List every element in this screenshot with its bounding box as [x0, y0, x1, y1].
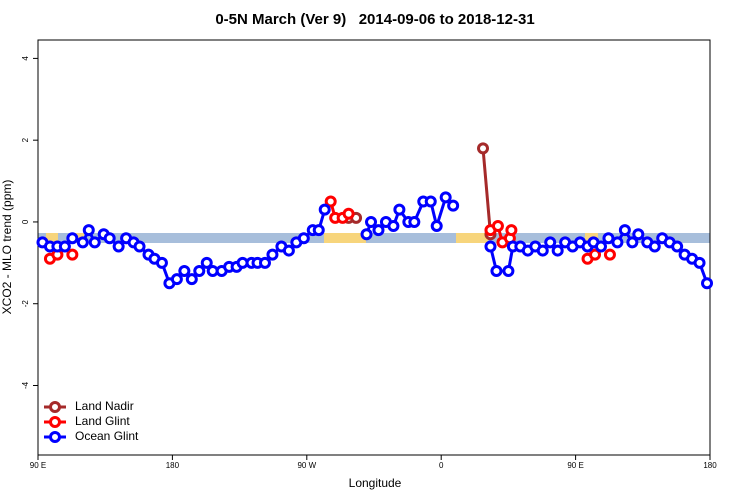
- legend-label: Land Nadir: [75, 399, 134, 413]
- data-point: [589, 248, 602, 261]
- x-tick-label: 180: [703, 461, 717, 470]
- data-point: [408, 215, 421, 228]
- data-point: [424, 195, 437, 208]
- data-point: [618, 224, 631, 237]
- data-point: [603, 248, 616, 261]
- data-point: [632, 228, 645, 241]
- legend-label: Land Glint: [75, 414, 130, 428]
- data-point: [365, 215, 378, 228]
- legend-marker: [49, 416, 61, 428]
- x-tick-label: 90 W: [297, 461, 316, 470]
- legend-label: Ocean Glint: [75, 429, 139, 443]
- land-band: [46, 233, 58, 243]
- data-point: [170, 273, 183, 286]
- data-point: [387, 220, 400, 233]
- land-band: [324, 233, 366, 243]
- data-point: [648, 240, 661, 253]
- data-point: [193, 265, 206, 278]
- data-point: [185, 273, 198, 286]
- data-point: [133, 240, 146, 253]
- data-point: [360, 228, 373, 241]
- y-tick-label: 0: [21, 219, 30, 224]
- x-tick-label: 90 E: [30, 461, 46, 470]
- legend-marker: [49, 401, 61, 413]
- legend-marker: [49, 431, 61, 443]
- x-tick-label: 180: [166, 461, 180, 470]
- data-point: [155, 256, 168, 269]
- data-point: [88, 236, 101, 249]
- data-point: [66, 232, 79, 245]
- data-point: [58, 240, 71, 253]
- x-axis-label: Longitude: [349, 476, 402, 490]
- data-point: [103, 232, 116, 245]
- y-tick-label: 4: [21, 56, 30, 61]
- data-point: [490, 265, 503, 278]
- data-point: [178, 265, 191, 278]
- data-point: [342, 207, 355, 220]
- data-point: [536, 244, 549, 257]
- data-point: [393, 203, 406, 216]
- data-point: [693, 256, 706, 269]
- data-point: [491, 220, 504, 233]
- data-point: [502, 265, 515, 278]
- data-point: [76, 236, 89, 249]
- data-point: [439, 191, 452, 204]
- data-point: [477, 142, 490, 155]
- x-tick-label: 90 E: [567, 461, 583, 470]
- data-point: [372, 224, 385, 237]
- plot-frame: [37, 39, 711, 456]
- data-point: [66, 248, 79, 261]
- y-tick-label: -2: [21, 300, 30, 308]
- data-point: [258, 256, 271, 269]
- data-point: [602, 232, 615, 245]
- data-point: [282, 244, 295, 257]
- data-point: [551, 244, 564, 257]
- data-point: [447, 199, 460, 212]
- data-point: [318, 203, 331, 216]
- data-point: [701, 277, 714, 290]
- y-axis-label: XCO2 - MLO trend (ppm): [0, 180, 14, 315]
- data-point: [312, 224, 325, 237]
- data-point: [611, 236, 624, 249]
- data-point: [505, 224, 518, 237]
- data-point: [82, 224, 95, 237]
- data-point: [112, 240, 125, 253]
- data-point: [430, 220, 443, 233]
- data-point: [484, 240, 497, 253]
- y-tick-label: 2: [21, 137, 30, 142]
- data-point: [626, 236, 639, 249]
- ocean-band: [38, 233, 710, 243]
- x-tick-label: 0: [439, 461, 444, 470]
- data-point: [594, 240, 607, 253]
- data-point: [671, 240, 684, 253]
- data-point: [200, 256, 213, 269]
- land-band: [456, 233, 488, 243]
- y-tick-label: -4: [21, 381, 30, 389]
- data-point: [266, 248, 279, 261]
- data-point: [297, 232, 310, 245]
- data-point: [544, 236, 557, 249]
- data-point: [324, 195, 337, 208]
- chart-title: 0-5N March (Ver 9) 2014-09-06 to 2018-12…: [215, 11, 534, 28]
